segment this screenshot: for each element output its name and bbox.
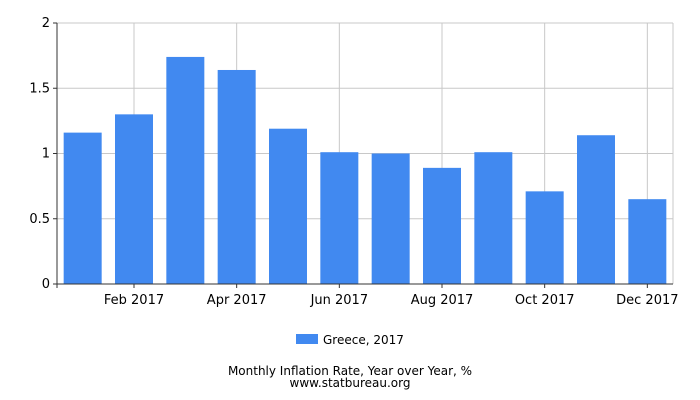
y-tick-label: 0.5: [29, 212, 50, 227]
x-tick-label: Dec 2017: [616, 293, 678, 308]
bars: [63, 56, 667, 285]
x-tick-label: Aug 2017: [411, 293, 474, 308]
bar-9: [474, 152, 513, 284]
legend-swatch: [296, 334, 318, 344]
x-tick-label: Jun 2017: [310, 293, 369, 308]
y-tick-label: 0: [42, 277, 50, 292]
y-axis-ticks: 0 0.5 1 1.5 2: [29, 16, 57, 292]
bar-10: [525, 191, 564, 284]
bar-11: [577, 135, 615, 284]
x-tick-label: Apr 2017: [207, 293, 267, 308]
axes: [53, 23, 673, 288]
chart-subtitle: Monthly Inflation Rate, Year over Year, …: [228, 364, 472, 378]
bar-6: [320, 152, 359, 284]
source-url: www.statbureau.org: [290, 376, 411, 390]
bar-12: [628, 199, 667, 284]
bar-4: [217, 69, 256, 284]
y-tick-label: 2: [42, 16, 50, 31]
bar-2: [115, 114, 153, 284]
legend: Greece, 2017: [296, 333, 404, 347]
bar-7: [371, 153, 410, 284]
bar-8: [423, 167, 461, 284]
legend-label: Greece, 2017: [323, 333, 404, 347]
y-tick-label: 1: [42, 147, 50, 162]
x-axis-ticks: Feb 2017 Apr 2017 Jun 2017 Aug 2017 Oct 2017…: [104, 284, 679, 308]
y-tick-label: 1.5: [29, 81, 50, 96]
bar-1: [63, 132, 102, 284]
x-tick-label: Oct 2017: [515, 293, 575, 308]
x-tick-label: Feb 2017: [104, 293, 164, 308]
bar-5: [269, 128, 307, 284]
bar-3: [166, 56, 205, 285]
